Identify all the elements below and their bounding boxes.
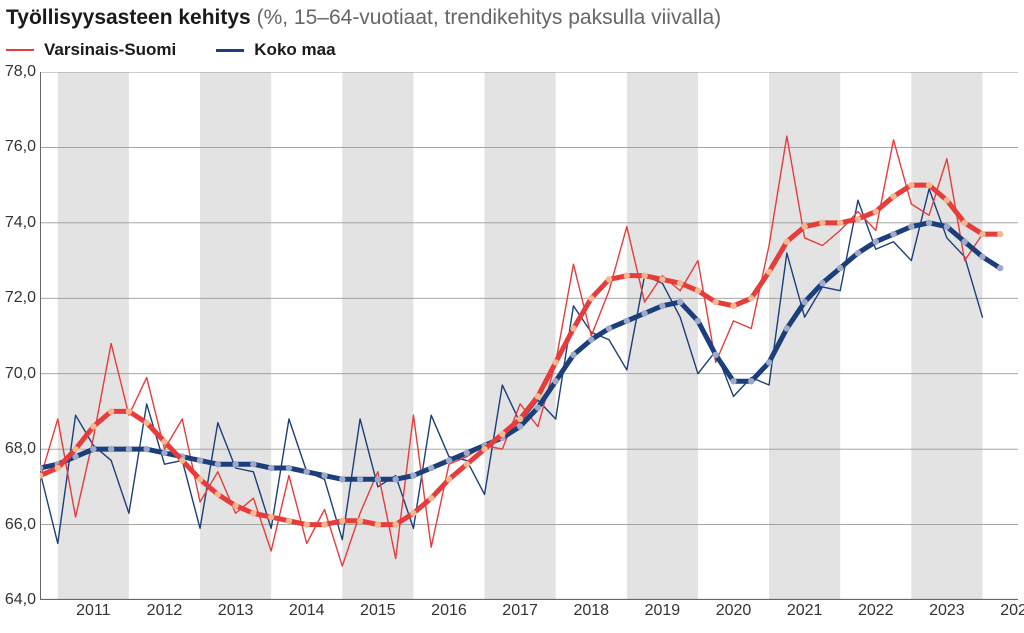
y-tick-label: 72,0 [0,289,36,307]
x-tick-label: 2023 [929,602,965,620]
x-tick-label: 2015 [360,602,396,620]
x-tick-label: 2013 [218,602,254,620]
y-tick-label: 78,0 [0,63,36,81]
legend-swatch-koko [216,49,244,52]
x-tick-label: 2022 [858,602,894,620]
x-tick-label: 2018 [573,602,609,620]
y-tick-label: 74,0 [0,214,36,232]
y-tick-label: 66,0 [0,516,36,534]
x-tick-label: 2012 [147,602,183,620]
legend: Varsinais-Suomi Koko maa [6,40,336,60]
legend-label-varsinais: Varsinais-Suomi [44,40,176,60]
x-tick-label: 2011 [76,602,110,620]
y-tick-label: 76,0 [0,138,36,156]
legend-label-koko: Koko maa [254,40,335,60]
plot-area [40,72,1018,600]
x-tick-label: 2017 [502,602,538,620]
x-tick-label: 2014 [289,602,325,620]
title-bold: Työllisyysasteen kehitys [6,6,251,29]
y-tick-label: 70,0 [0,365,36,383]
title-subtitle: (%, 15–64-vuotiaat, trendikehitys paksul… [251,6,721,29]
chart-svg [40,72,1018,600]
legend-item-koko: Koko maa [216,40,335,60]
x-tick-label: 2024 [1000,602,1024,620]
x-tick-label: 2020 [716,602,752,620]
chart-title: Työllisyysasteen kehitys (%, 15–64-vuoti… [6,6,721,30]
y-tick-label: 64,0 [0,591,36,609]
x-tick-label: 2016 [431,602,467,620]
x-tick-label: 2019 [645,602,681,620]
legend-item-varsinais: Varsinais-Suomi [6,40,176,60]
x-tick-label: 2021 [787,602,823,620]
legend-swatch-varsinais [6,49,34,51]
y-tick-label: 68,0 [0,440,36,458]
